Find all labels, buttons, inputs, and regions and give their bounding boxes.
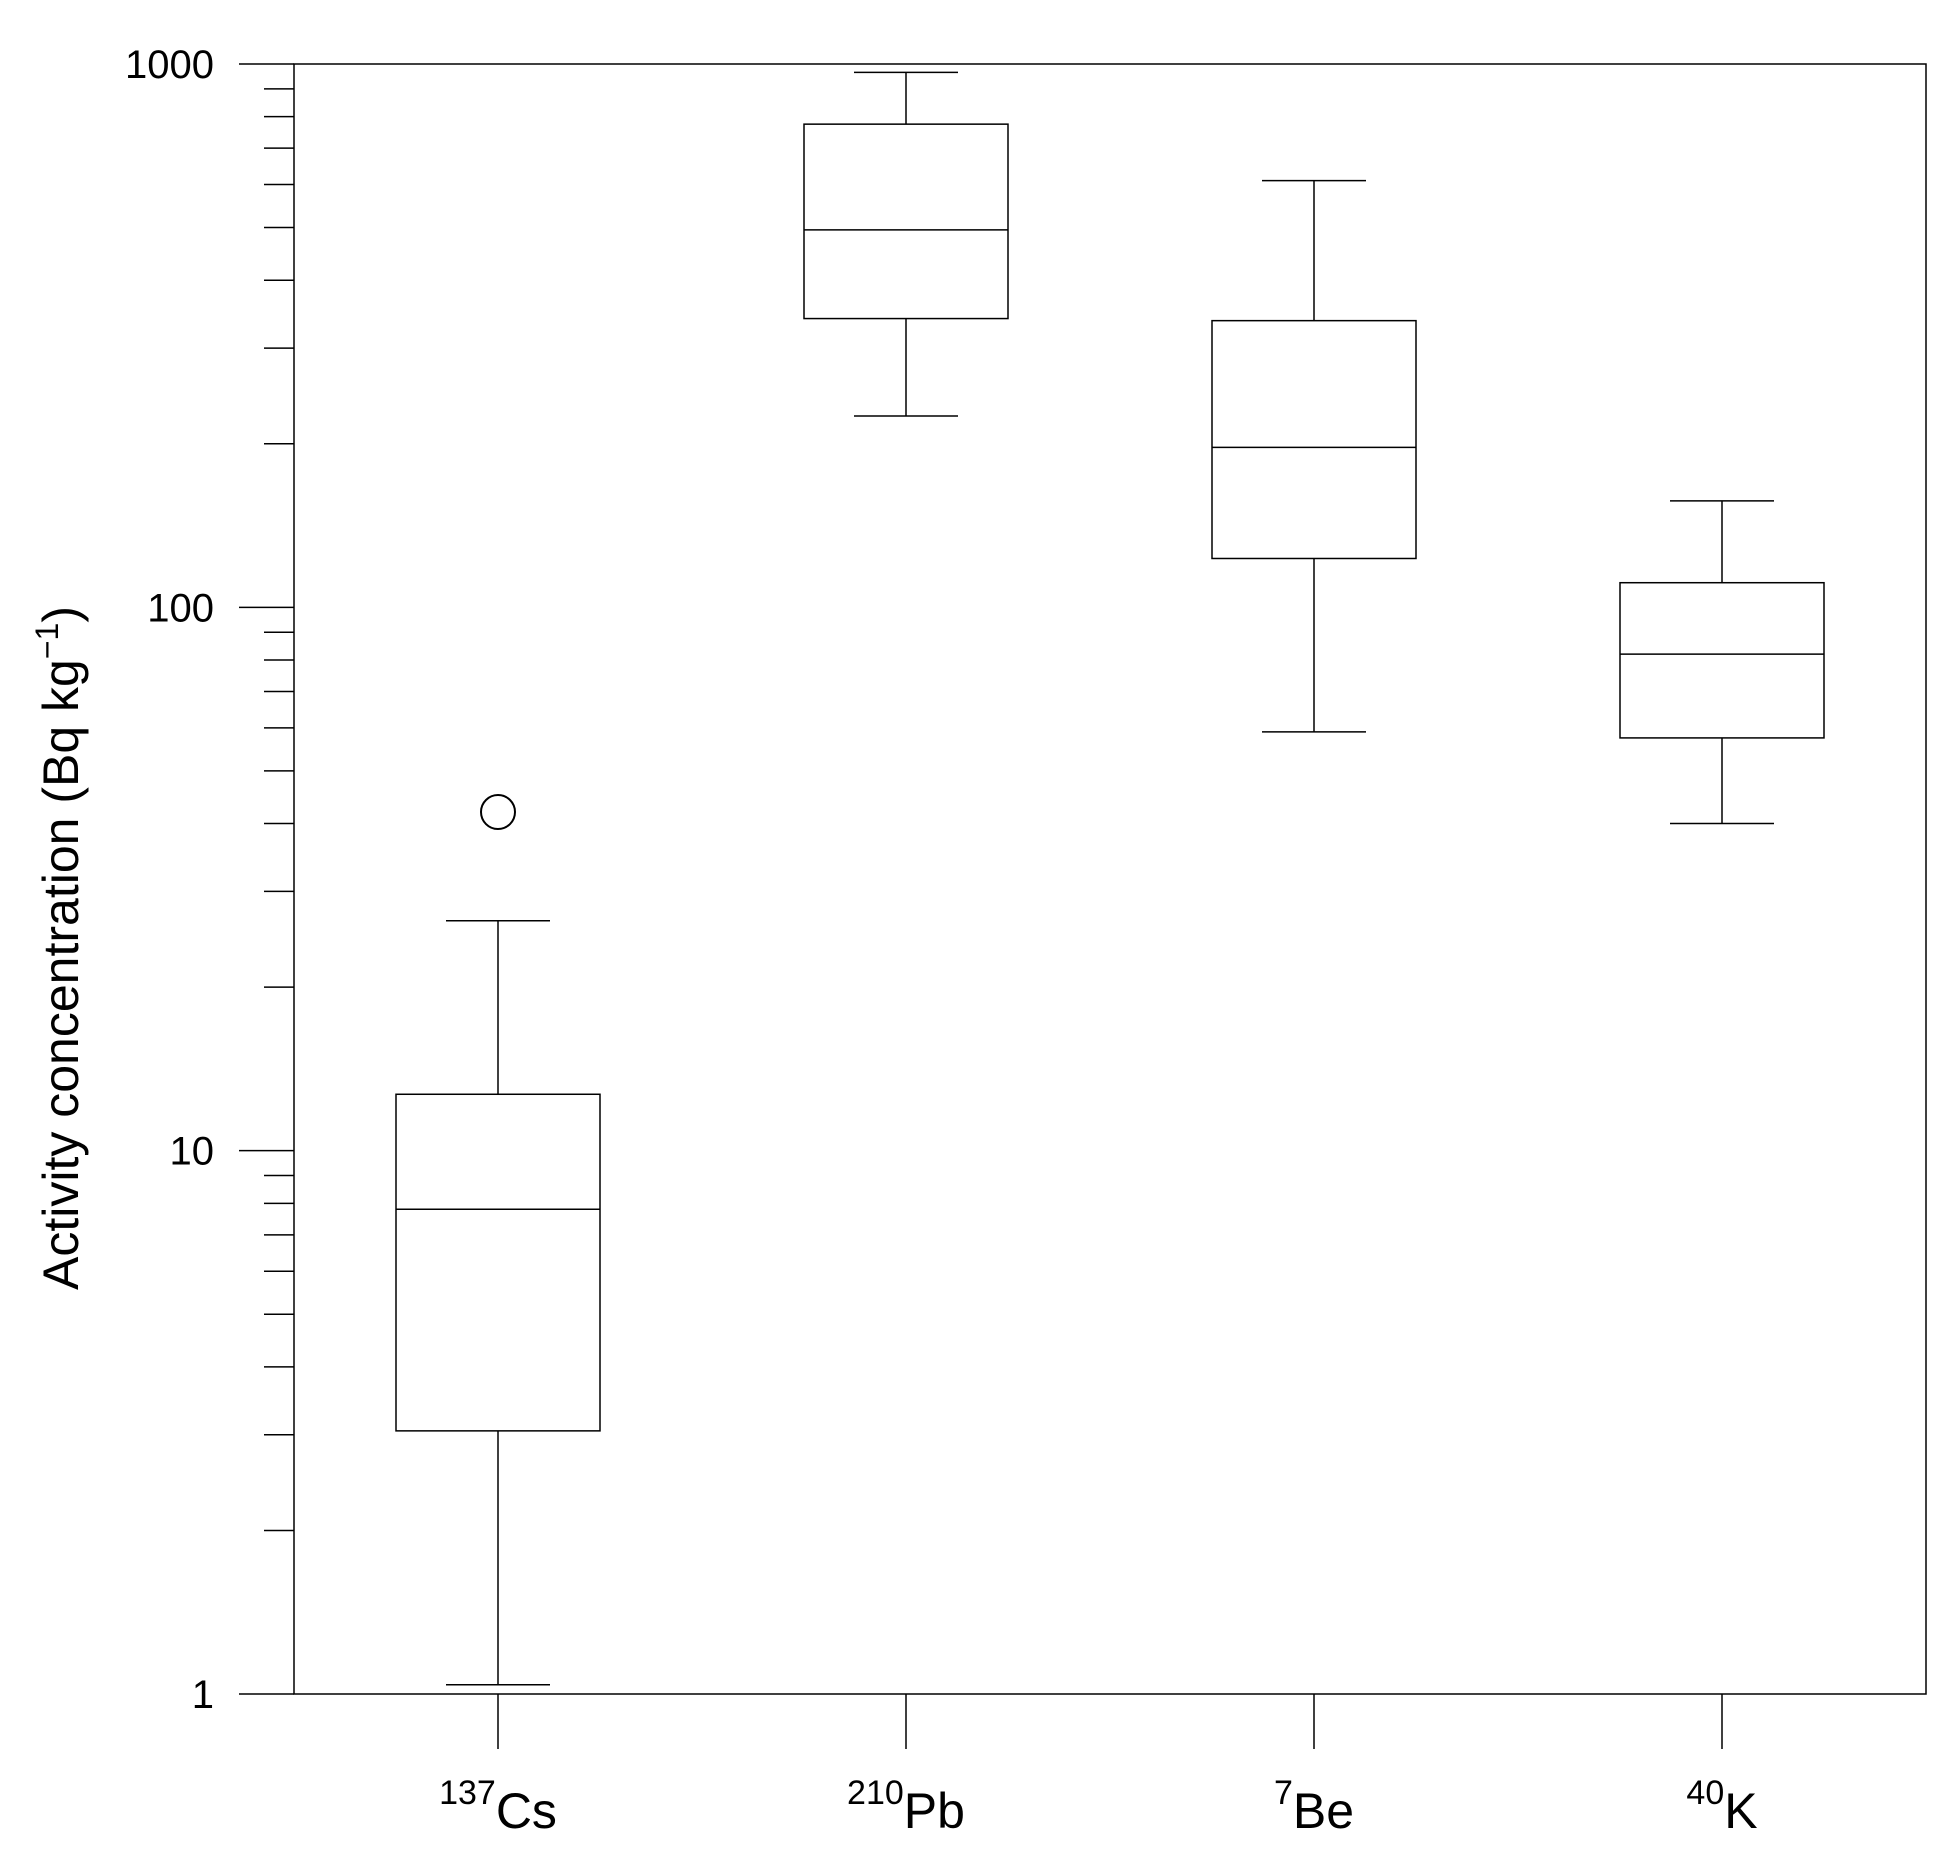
isotope-symbol: Cs [496, 1783, 557, 1839]
boxes [395, 71, 1825, 1686]
box-k [1619, 500, 1825, 825]
isotope-symbol: Pb [904, 1783, 965, 1839]
x-tick-label: 40K [1686, 1774, 1757, 1839]
isotope-symbol: K [1724, 1783, 1757, 1839]
isotope-mass-number: 137 [439, 1774, 496, 1812]
interquartile-box [395, 1093, 601, 1432]
y-tick-label: 10 [170, 1130, 215, 1174]
x-tick-label: 137Cs [439, 1774, 557, 1839]
x-axis: 137Cs 210Pb 7Be 40K [439, 1694, 1758, 1839]
isotope-mass-number: 40 [1686, 1774, 1724, 1812]
isotope-mass-number: 210 [847, 1774, 904, 1812]
x-tick-label: 210Pb [847, 1774, 965, 1839]
interquartile-box [1211, 319, 1417, 560]
y-tick-label: 100 [147, 586, 214, 630]
box-cs [395, 794, 601, 1686]
y-axis: 1 10 100 1000 [125, 43, 294, 1717]
box-pb [803, 71, 1009, 417]
interquartile-box [1619, 581, 1825, 739]
y-tick-label: 1000 [125, 43, 214, 87]
box-be [1211, 179, 1417, 733]
y-axis-label: Activity concentration (Bq kg−1) [29, 606, 89, 1290]
x-tick-label: 7Be [1274, 1774, 1354, 1839]
y-axis-label-close: ) [33, 606, 89, 623]
isotope-mass-number: 7 [1274, 1774, 1293, 1812]
interquartile-box [803, 123, 1009, 320]
y-tick-label: 1 [192, 1673, 214, 1717]
isotope-symbol: Be [1293, 1783, 1354, 1839]
y-axis-label-main: Activity concentration (Bq kg [33, 659, 89, 1290]
y-axis-label-sup: −1 [29, 623, 65, 659]
outlier-point [480, 794, 516, 831]
plot-frame [293, 63, 1927, 1695]
